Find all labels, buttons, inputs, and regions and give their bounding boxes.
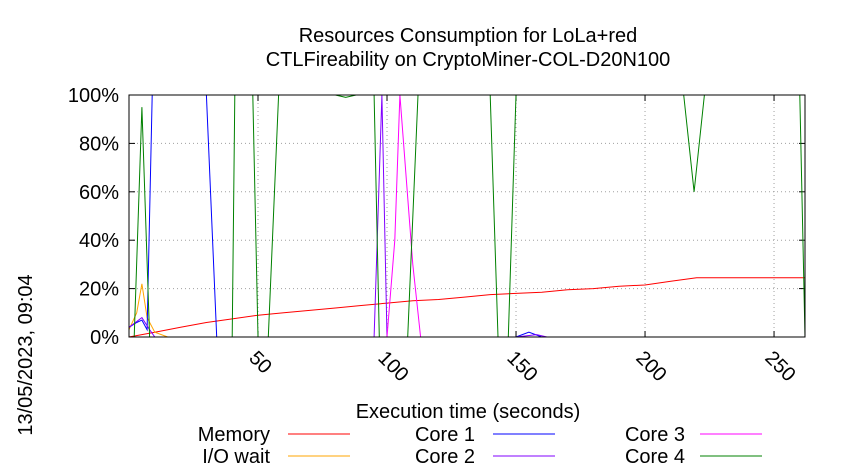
x-axis-label: Execution time (seconds) — [356, 401, 581, 423]
series-line-core-2 — [128, 94, 805, 338]
x-tick-label: 200 — [631, 347, 670, 386]
series-line-memory — [128, 277, 805, 338]
x-tick-label: 100 — [373, 347, 412, 386]
y-tick-label: 20% — [79, 279, 119, 301]
y-tick-label: 60% — [79, 182, 119, 204]
y-axis-ticks: 0% 20% 40% 60% 80% 100% — [68, 85, 805, 349]
grid-lines — [129, 95, 805, 337]
data-series — [128, 94, 806, 338]
series-line-core-1 — [128, 94, 805, 338]
y-tick-label: 80% — [79, 133, 119, 155]
plot-frame — [128, 94, 806, 338]
series-line-core-3 — [129, 94, 805, 338]
legend-label-core-3: Core 3 — [625, 424, 685, 446]
chart-title: Resources Consumption for LoLa+red CTLFi… — [266, 25, 671, 71]
series-line-i-o-wait — [128, 283, 805, 338]
y-tick-label: 100% — [68, 85, 119, 107]
series-line-core-4 — [129, 94, 806, 338]
legend-label-core-1: Core 1 — [415, 424, 475, 446]
x-tick-label: 50 — [244, 347, 275, 378]
x-tick-label: 250 — [761, 347, 800, 386]
timestamp-label: 13/05/2023, 09:04 — [15, 274, 37, 435]
x-tick-label: 150 — [502, 347, 541, 386]
y-tick-label: 0% — [90, 327, 119, 349]
chart-title-line-2: CTLFireability on CryptoMiner-COL-D20N10… — [266, 49, 671, 71]
x-axis-ticks: 50 100 150 200 250 — [244, 95, 800, 386]
chart-title-line-1: Resources Consumption for LoLa+red — [299, 25, 638, 47]
y-tick-label: 40% — [79, 230, 119, 252]
legend-label-memory: Memory — [198, 424, 270, 446]
legend-label-core-2: Core 2 — [415, 446, 475, 468]
legend-label-core-4: Core 4 — [625, 446, 685, 468]
legend-label-i-o-wait: I/O wait — [202, 446, 270, 468]
